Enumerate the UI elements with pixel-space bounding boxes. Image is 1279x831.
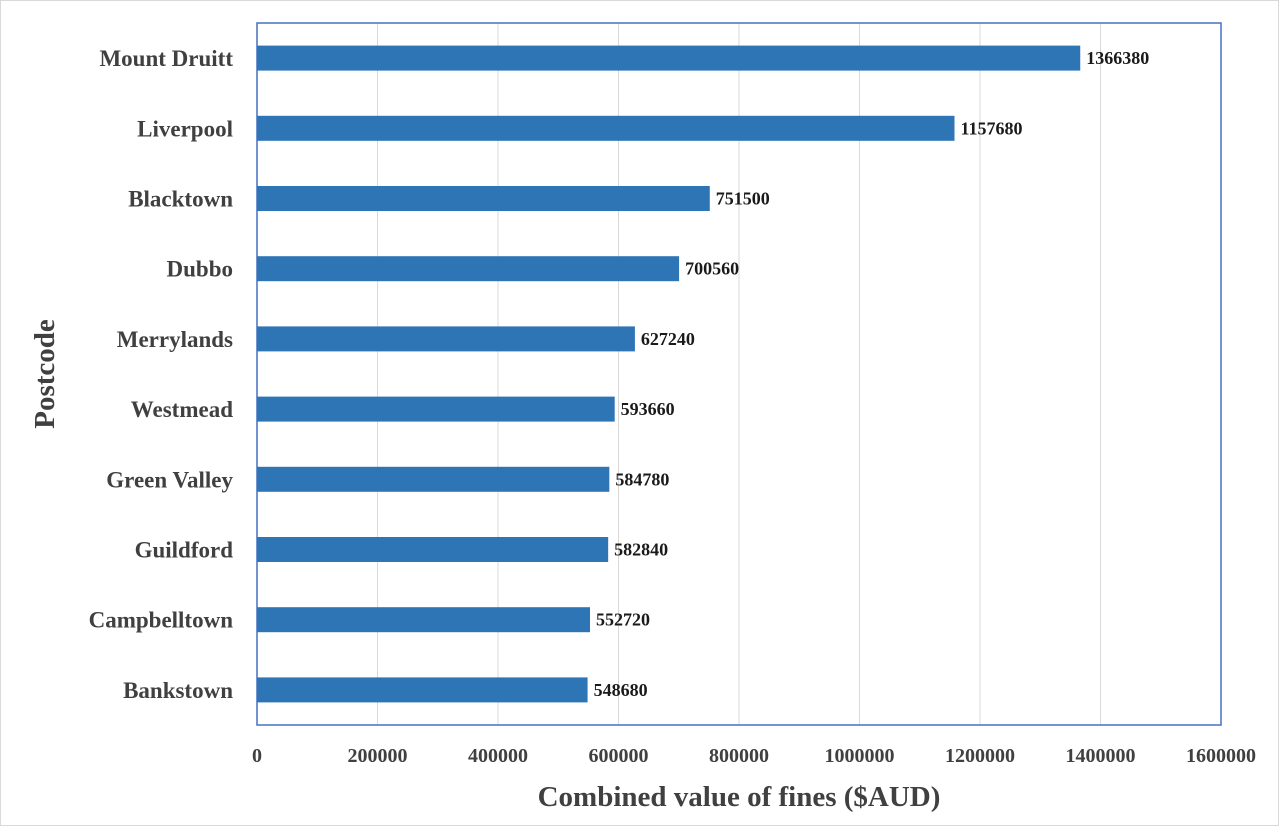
category-labels: Mount Druitt Liverpool Blacktown Dubbo Merry… bbox=[89, 46, 234, 703]
x-tick-label: 600000 bbox=[589, 745, 649, 767]
category-label: Westmead bbox=[131, 397, 233, 422]
data-label: 593660 bbox=[621, 399, 675, 419]
bar bbox=[257, 256, 680, 282]
data-label: 1157680 bbox=[961, 118, 1023, 138]
data-label: 700560 bbox=[685, 259, 739, 279]
x-tick-label: 400000 bbox=[468, 745, 528, 767]
bar bbox=[257, 186, 710, 211]
data-labels: 1366380 1157680 751500 700560 627240 593660 58… bbox=[594, 48, 1150, 700]
x-tick-label: 0 bbox=[252, 745, 262, 767]
data-label: 1366380 bbox=[1086, 48, 1149, 68]
x-tick-label: 1000000 bbox=[825, 745, 895, 767]
x-tick-label: 1400000 bbox=[1066, 745, 1136, 767]
bar bbox=[257, 607, 591, 633]
data-label: 584780 bbox=[615, 469, 669, 489]
bar bbox=[257, 326, 635, 352]
bar bbox=[257, 537, 609, 562]
data-label: 582840 bbox=[614, 540, 668, 560]
x-tick-labels: 0 200000 400000 600000 800000 1000000 1200000 1… bbox=[252, 745, 1256, 767]
x-tick-label: 800000 bbox=[709, 745, 769, 767]
x-tick-label: 1600000 bbox=[1186, 745, 1256, 767]
x-tick-label: 200000 bbox=[348, 745, 408, 767]
plot-area-border bbox=[256, 22, 1222, 726]
category-label: Mount Druitt bbox=[99, 46, 233, 71]
bar bbox=[257, 466, 610, 492]
x-axis-title: Combined value of fines ($AUD) bbox=[538, 781, 941, 813]
bars bbox=[257, 45, 1081, 703]
bar bbox=[257, 677, 588, 703]
category-label: Campbelltown bbox=[89, 608, 234, 633]
category-label: Blacktown bbox=[128, 187, 233, 212]
x-tick-label: 1200000 bbox=[945, 745, 1015, 767]
category-label: Liverpool bbox=[137, 116, 233, 141]
category-label: Green Valley bbox=[106, 467, 233, 492]
bar bbox=[257, 115, 955, 141]
bar bbox=[257, 45, 1081, 71]
category-label: Merrylands bbox=[117, 327, 233, 352]
data-label: 548680 bbox=[594, 680, 648, 700]
data-label: 552720 bbox=[596, 610, 650, 630]
category-label: Guildford bbox=[135, 538, 234, 563]
category-label: Bankstown bbox=[123, 678, 233, 703]
y-axis-title: Postcode bbox=[29, 319, 61, 429]
category-label: Dubbo bbox=[167, 257, 233, 282]
bar bbox=[257, 396, 615, 422]
data-label: 751500 bbox=[716, 189, 770, 209]
data-label: 627240 bbox=[641, 329, 695, 349]
